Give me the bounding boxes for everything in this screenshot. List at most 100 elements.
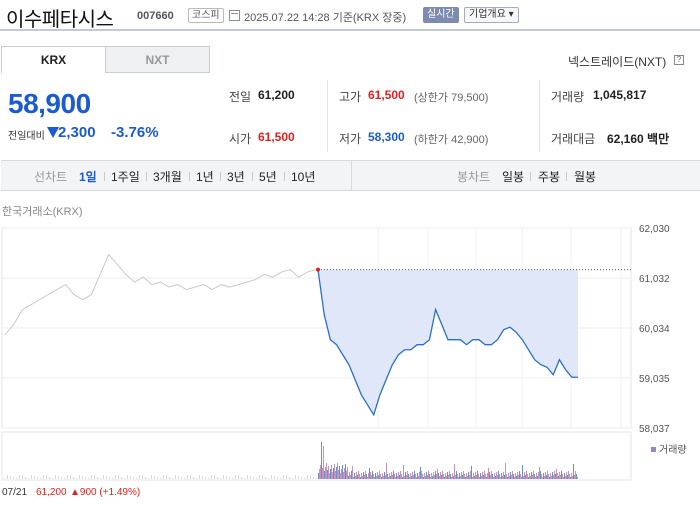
- volume-bar: [124, 478, 125, 479]
- volume-bar: [462, 475, 463, 479]
- volume-bar: [493, 477, 494, 479]
- volume-bar: [435, 471, 436, 479]
- volume-bar: [560, 475, 561, 479]
- period-3y[interactable]: 3년: [227, 170, 245, 184]
- volume-bar: [157, 477, 158, 479]
- footer-prev-date: 07/21: [2, 487, 28, 498]
- volume-bar: [424, 473, 425, 479]
- volume-bar: [512, 471, 513, 479]
- tab-nxt[interactable]: NXT: [105, 46, 210, 73]
- volume-bar: [112, 478, 113, 479]
- period-10y[interactable]: 10년: [291, 170, 316, 184]
- volume-bar: [334, 464, 335, 479]
- volume-bar: [399, 475, 400, 479]
- volume-bar: [319, 469, 320, 479]
- y-tick-label: 62,030: [639, 224, 670, 235]
- volume-bar: [355, 476, 356, 479]
- volume-bar: [558, 476, 559, 479]
- market-badge: 코스피: [188, 8, 224, 23]
- volume-bar: [356, 472, 357, 479]
- volume-bar: [250, 476, 251, 479]
- volume-bar: [31, 475, 32, 479]
- volume-bar: [406, 475, 407, 479]
- volume-bar: [556, 469, 557, 479]
- trade-amount-label: 거래대금: [551, 132, 596, 146]
- help-icon[interactable]: ?: [674, 55, 684, 65]
- volume-bar: [286, 476, 287, 479]
- period-3m[interactable]: 3개월: [153, 170, 182, 184]
- volume-bar: [522, 465, 523, 479]
- nxt-link[interactable]: 넥스트레이드(NXT): [568, 55, 667, 69]
- volume-bar: [295, 475, 296, 479]
- candle-monthly[interactable]: 월봉: [574, 170, 597, 184]
- period-1y[interactable]: 1년: [196, 170, 214, 184]
- volume-bar: [548, 474, 549, 479]
- volume-bar: [525, 475, 526, 479]
- volume-bar: [169, 477, 170, 479]
- candle-daily[interactable]: 일봉: [502, 170, 525, 184]
- period-5y[interactable]: 5년: [259, 170, 277, 184]
- volume-bar: [88, 478, 89, 479]
- chart-source: 한국거래소(KRX): [2, 206, 83, 218]
- candle-weekly[interactable]: 주봉: [538, 170, 561, 184]
- volume-bar: [389, 473, 390, 479]
- volume-bar: [220, 478, 221, 479]
- volume-bar: [551, 476, 552, 479]
- volume-bar: [382, 473, 383, 479]
- volume-bar: [519, 471, 520, 479]
- volume-bar: [524, 472, 525, 479]
- volume-bar: [392, 475, 393, 479]
- volume-bar: [467, 476, 468, 479]
- volume-bar: [337, 463, 338, 479]
- volume-bar: [454, 464, 455, 479]
- volume-bar: [344, 468, 345, 479]
- volume-bar: [563, 477, 564, 479]
- volume-bar: [458, 477, 459, 479]
- volume-legend-swatch: [651, 447, 656, 452]
- company-overview-button[interactable]: 기업개요 ▾: [464, 7, 519, 23]
- volume-bar: [91, 475, 92, 479]
- volume-bar: [46, 476, 47, 479]
- down-arrow-icon: [47, 127, 59, 138]
- volume-bar: [280, 478, 281, 479]
- volume-bar: [4, 478, 5, 479]
- volume-bar: [325, 467, 326, 479]
- volume-bar: [572, 476, 573, 479]
- volume-bar: [545, 472, 546, 479]
- volume-bar: [573, 464, 574, 479]
- volume-bar: [546, 475, 547, 479]
- volume-bar: [61, 477, 62, 479]
- volume-bar: [518, 475, 519, 479]
- volume-bar: [470, 471, 471, 479]
- volume-bar: [431, 473, 432, 479]
- change-label: 전일대비: [8, 131, 45, 142]
- volume-bar: [289, 477, 290, 479]
- volume-bar: [387, 474, 388, 479]
- volume-bar: [517, 472, 518, 479]
- volume-bar: [94, 476, 95, 479]
- volume-bar: [474, 476, 475, 479]
- volume-bar: [25, 477, 26, 479]
- period-1w[interactable]: 1주일: [111, 170, 140, 184]
- volume-bar: [453, 476, 454, 479]
- period-1d[interactable]: 1일: [79, 170, 97, 184]
- period-toolbar: 선차트 1일 1주일 3개월 1년 3년 5년 10년 봉차트 일봉 주봉 월봉: [1, 160, 700, 191]
- volume-bar: [22, 476, 23, 479]
- volume-bar: [481, 476, 482, 479]
- volume-bar: [510, 472, 511, 479]
- volume-bar: [333, 468, 334, 479]
- volume-bar: [568, 471, 569, 479]
- volume-bar: [564, 473, 565, 479]
- volume-bar: [196, 478, 197, 479]
- volume-bar: [253, 477, 254, 479]
- volume-bar: [208, 478, 209, 479]
- volume-bar: [539, 467, 540, 479]
- volume-bar: [181, 477, 182, 479]
- volume-bar: [338, 470, 339, 479]
- tab-krx[interactable]: KRX: [1, 46, 106, 73]
- volume-bar: [492, 474, 493, 479]
- volume-bar: [372, 471, 373, 479]
- volume-bar: [408, 474, 409, 479]
- volume-bar: [361, 473, 362, 479]
- volume-bar: [377, 472, 378, 479]
